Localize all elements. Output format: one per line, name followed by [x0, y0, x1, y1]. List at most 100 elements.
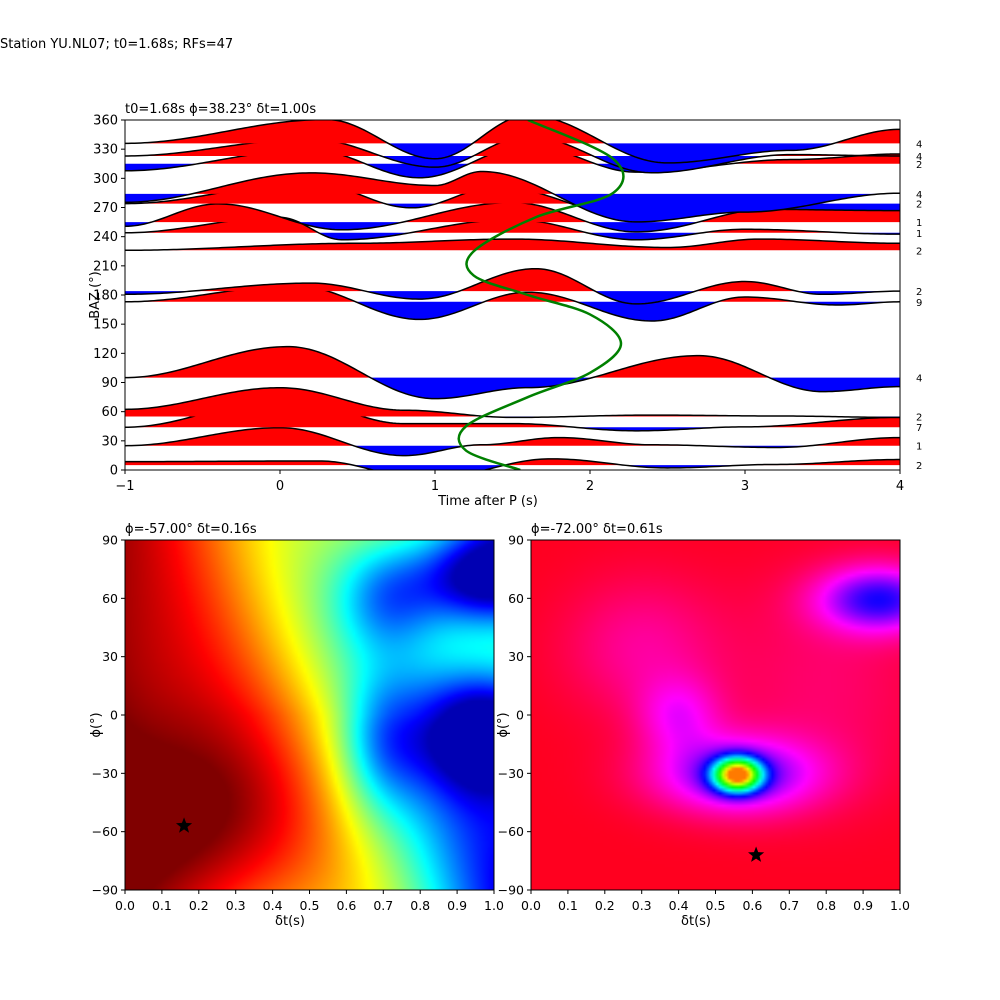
x-tick-label: 4 [896, 479, 904, 494]
trace-positive-fill [125, 268, 900, 292]
trace-negative-fill [125, 193, 900, 222]
x-tick-label: 0.2 [595, 898, 615, 913]
x-tick-label: 0.3 [226, 898, 246, 913]
waveform-y-ticks: 0 30 60 90 120 150 180 210 240 270 300 330 360 [93, 114, 125, 479]
waveform-panel-title: t0=1.68s ϕ=38.23° δt=1.00s [125, 102, 316, 117]
x-tick-label: 0.7 [779, 898, 799, 913]
x-tick-label: 0.4 [669, 898, 689, 913]
trace-positive-fill [125, 346, 900, 378]
y-tick-label: 270 [93, 201, 118, 216]
y-tick-label: 360 [93, 114, 118, 129]
y-tick-label: 180 [93, 289, 118, 304]
y-tick-label: 30 [101, 434, 118, 449]
trace-count-label: 2 [916, 461, 922, 472]
trace-count-label: 4 [916, 374, 922, 385]
x-tick-label: 0.2 [189, 898, 209, 913]
x-tick-label: 1.0 [890, 898, 910, 913]
trace-count-label: 1 [916, 218, 922, 229]
grid-search-right-x-ticks: 0.0 0.1 0.2 0.3 0.4 0.5 0.6 0.7 0.8 0.9 1.0 [521, 890, 910, 913]
trace-negative-fill [125, 291, 900, 304]
x-tick-label: 1.0 [484, 898, 504, 913]
trace-positive-fill [125, 387, 900, 417]
x-tick-label: 0 [276, 479, 284, 494]
trace-line [125, 238, 900, 252]
grid-search-right-title: ϕ=-72.00° δt=0.61s [531, 522, 663, 537]
trace-line [125, 120, 900, 164]
y-tick-label: 150 [93, 318, 118, 333]
waveform-panel: t0=1.68s ϕ=38.23° δt=1.00s −1 0 1 2 3 4 03060… [88, 102, 922, 509]
x-tick-label: 0.3 [632, 898, 652, 913]
trace-line [125, 458, 900, 470]
y-tick-label: −30 [498, 766, 524, 781]
waveform-plot-area [125, 120, 900, 470]
trace-line [125, 345, 900, 400]
trace-count-label: 2 [916, 160, 922, 171]
predicted-time-curve [457, 120, 625, 470]
y-tick-label: 330 [93, 143, 118, 158]
x-tick-label: 0.6 [742, 898, 762, 913]
trace-count-label: 1 [916, 442, 922, 453]
x-tick-label: 1 [431, 479, 439, 494]
trace-positive-fill [125, 217, 900, 233]
grid-search-left-y-ticks: −90 −60 −30 0 30 60 90 [92, 533, 125, 898]
trace-count-label: 1 [916, 229, 922, 240]
x-tick-label: 0.4 [263, 898, 283, 913]
grid-search-right-y-ticks: −90 −60 −30 0 30 60 90 [498, 533, 531, 898]
grid-search-left-x-axis-label: δt(s) [275, 914, 305, 929]
x-tick-label: 0.9 [853, 898, 873, 913]
trace-positive-fill [125, 202, 900, 223]
grid-search-left-y-axis-label: ϕ(°) [89, 712, 104, 737]
x-tick-label: 2 [586, 479, 594, 494]
y-tick-label: 0 [110, 708, 118, 723]
x-tick-label: −1 [115, 479, 134, 494]
waveform-y-axis-label: BAZ (°) [88, 271, 103, 319]
trace-positive-fill [125, 239, 900, 251]
x-tick-label: 0.7 [373, 898, 393, 913]
grid-search-right-x-axis-label: δt(s) [681, 914, 711, 929]
y-tick-label: 90 [101, 376, 118, 391]
x-tick-label: 0.8 [816, 898, 836, 913]
y-tick-label: 240 [93, 230, 118, 245]
y-tick-label: 60 [101, 405, 118, 420]
trace-count-label: 4 [916, 190, 922, 201]
x-tick-label: 0.6 [336, 898, 356, 913]
y-tick-label: 60 [508, 591, 524, 606]
trace-positive-fill [125, 427, 900, 446]
trace-line [125, 386, 900, 419]
trace-line [125, 426, 900, 457]
trace-count-label: 2 [916, 200, 922, 211]
trace-count-label: 2 [916, 413, 922, 424]
x-tick-label: 0.8 [410, 898, 430, 913]
y-tick-label: 210 [93, 259, 118, 274]
grid-search-left-x-ticks: 0.0 0.1 0.2 0.3 0.4 0.5 0.6 0.7 0.8 0.9 1.0 [115, 890, 504, 913]
y-tick-label: 30 [508, 649, 524, 664]
trace-positive-fill [125, 458, 900, 466]
trace-count-label: 9 [916, 298, 922, 309]
y-tick-label: 0 [110, 464, 118, 479]
grid-search-right-heatmap [531, 540, 900, 890]
x-tick-label: 0.0 [115, 898, 135, 913]
best-fit-star-marker [748, 846, 765, 862]
trace-negative-fill [125, 301, 900, 322]
x-tick-label: 0.5 [706, 898, 726, 913]
y-tick-label: 90 [508, 533, 524, 548]
trace-positive-fill [125, 120, 900, 144]
waveform-x-axis-label: Time after P (s) [437, 494, 538, 509]
y-tick-label: 300 [93, 172, 118, 187]
figure-title: Station YU.NL07; t0=1.68s; RFs=47 [0, 37, 234, 52]
x-tick-label: 0.5 [300, 898, 320, 913]
y-tick-label: −90 [498, 883, 524, 898]
grid-search-right-panel: ϕ=-72.00° δt=0.61s 0.0 0.1 0.2 0.3 0.4 0.5 0.6… [496, 522, 910, 929]
trace-line [125, 170, 900, 223]
trace-negative-fill [125, 222, 900, 232]
y-tick-label: −90 [92, 883, 118, 898]
y-tick-label: −60 [92, 824, 118, 839]
trace-count-label: 4 [916, 139, 922, 150]
trace-negative-fill [125, 143, 900, 163]
best-fit-star-marker [175, 817, 193, 833]
trace-count-label: 2 [916, 246, 922, 257]
y-tick-label: −30 [92, 766, 118, 781]
trace-count-label: 2 [916, 287, 922, 298]
